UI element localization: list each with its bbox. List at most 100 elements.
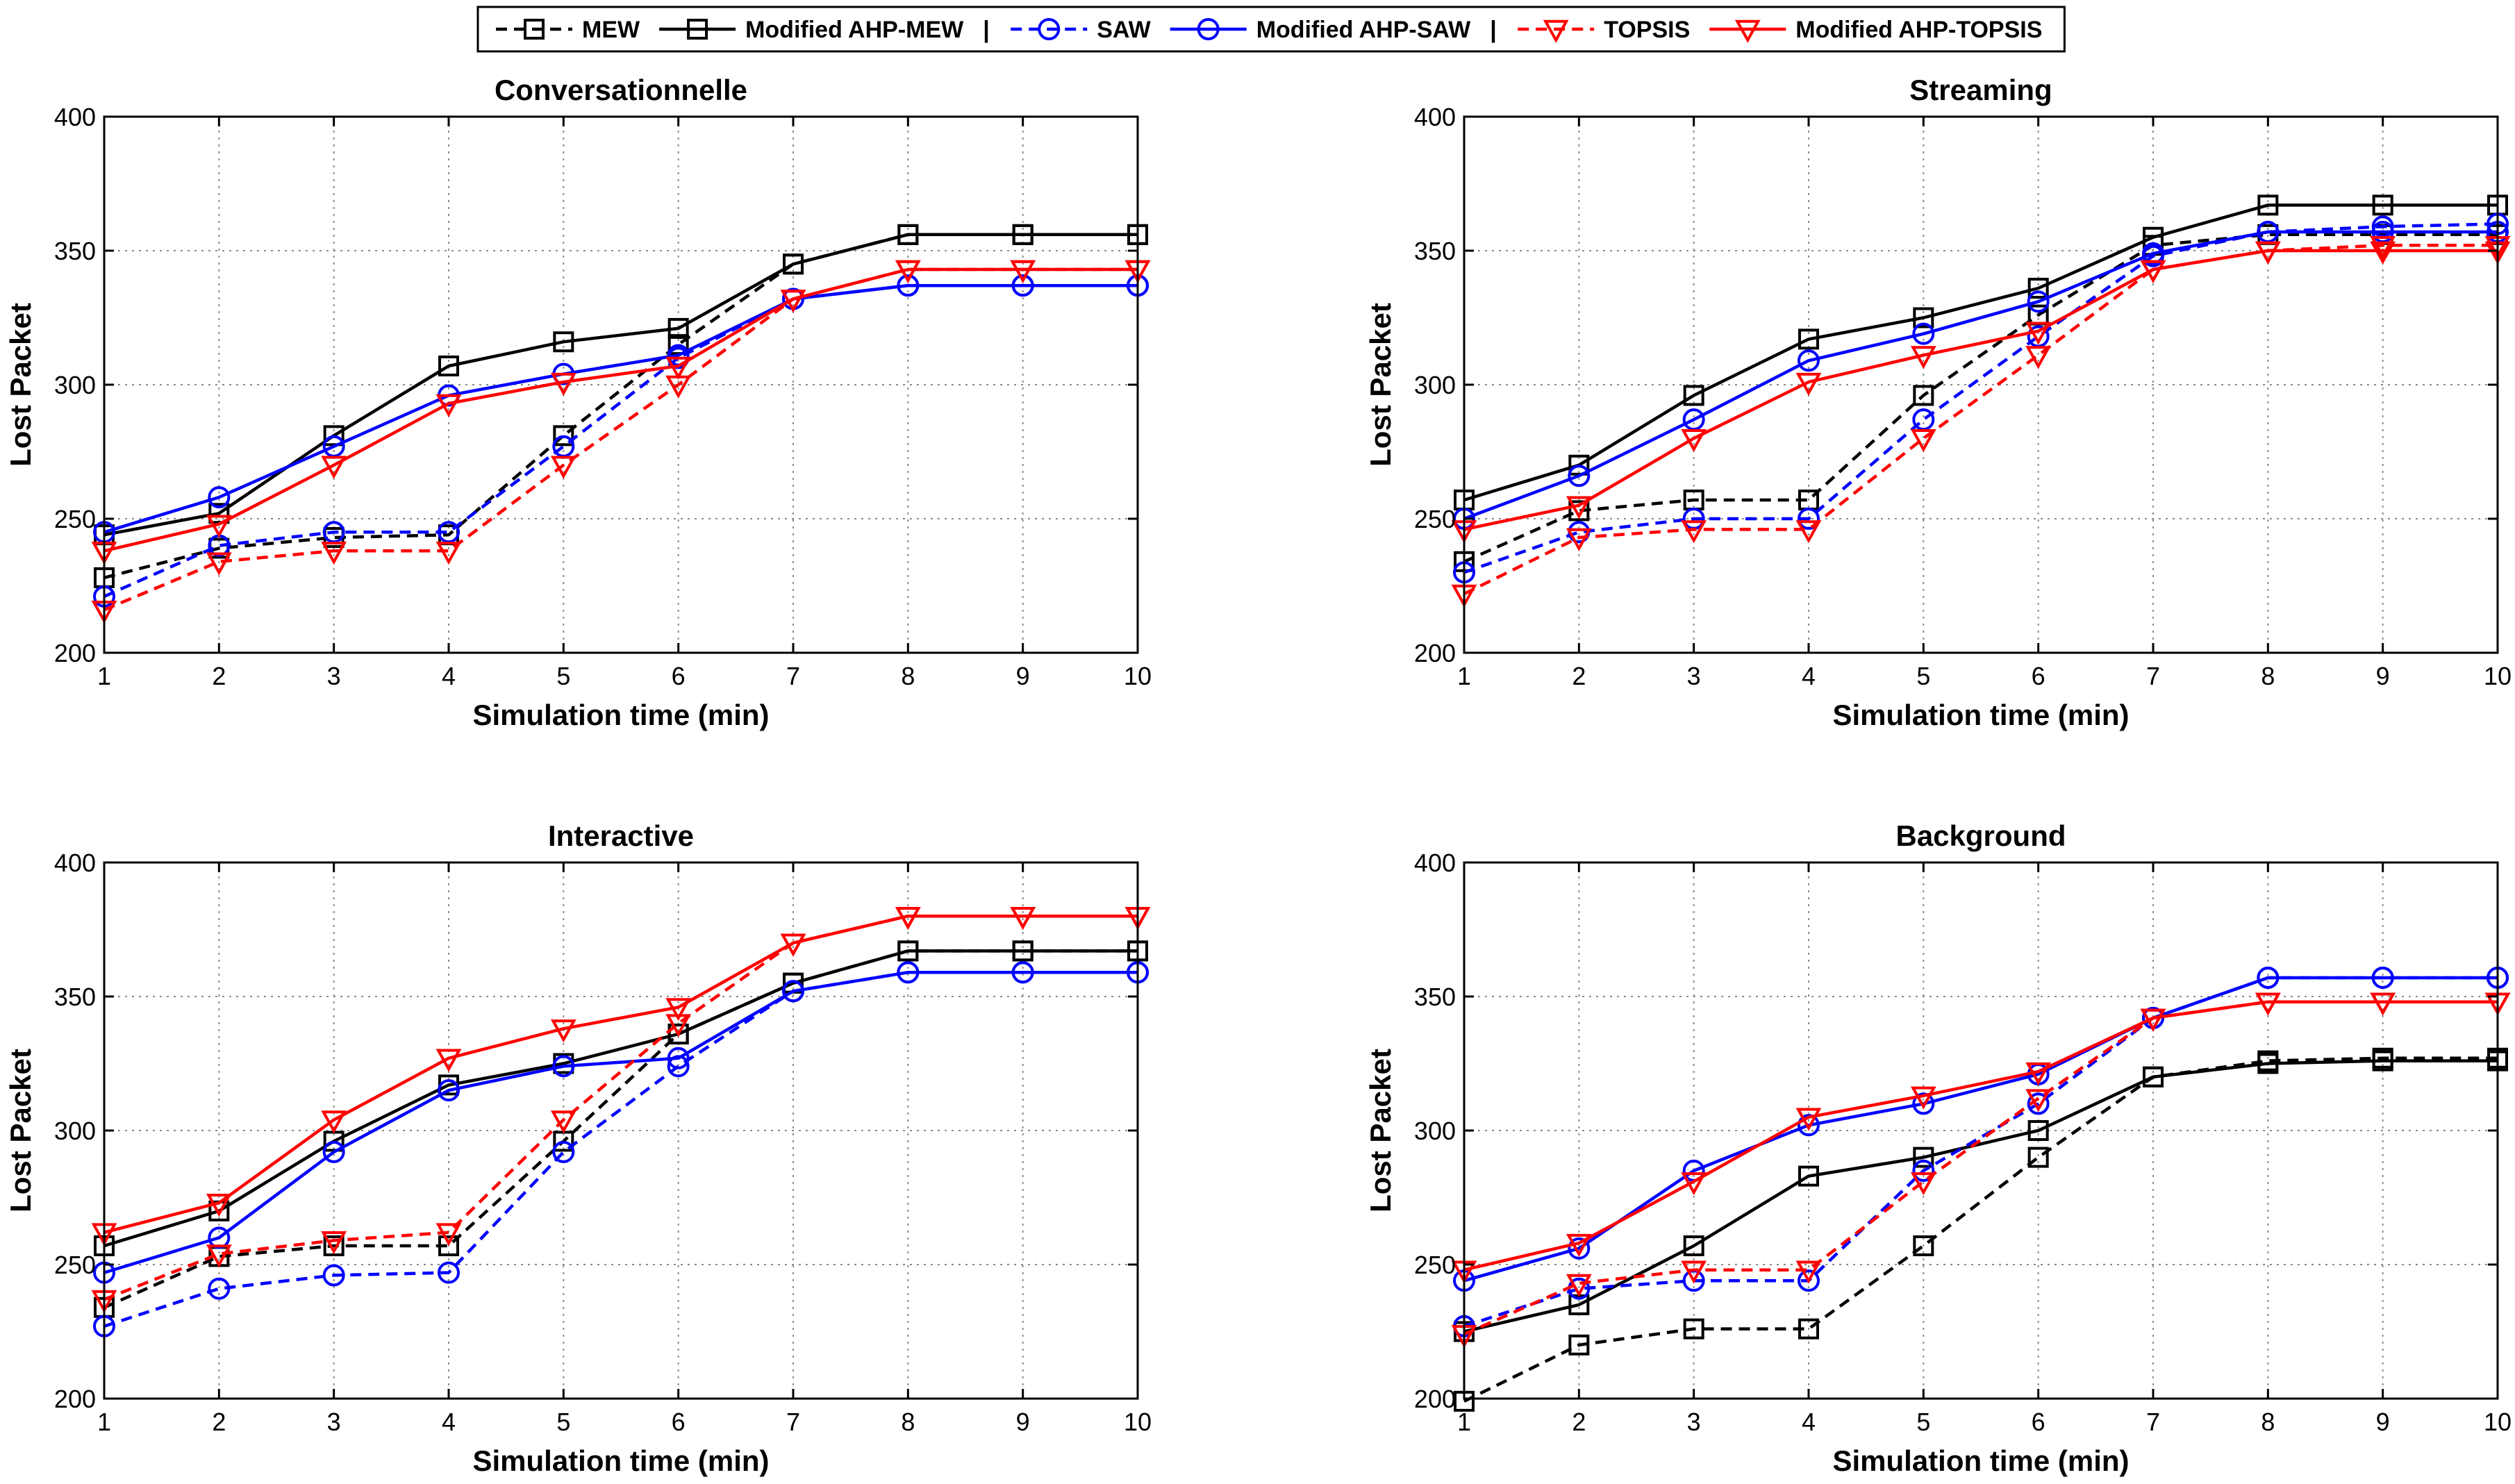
series-group [91, 906, 1151, 1337]
y-tick-label: 200 [1414, 639, 1456, 667]
x-tick-label: 8 [901, 1408, 915, 1436]
data-point [2027, 1147, 2049, 1168]
ticks: 1 2 3 4 5 6 7 8 9 10 200 250 300 350 400 [1414, 849, 2512, 1436]
y-tick-label: 300 [54, 1117, 96, 1145]
data-point [550, 456, 576, 479]
data-point [322, 1140, 345, 1163]
data-point [1798, 508, 1820, 530]
x-tick-label: 4 [442, 1408, 456, 1436]
y-tick-label: 250 [1414, 505, 1456, 533]
y-axis-label: Lost Packet [1364, 303, 1397, 467]
data-point [1011, 961, 1034, 984]
data-point [321, 456, 347, 479]
x-axis-label: Simulation time (min) [472, 1444, 769, 1477]
data-point [438, 355, 459, 376]
data-point [321, 1110, 347, 1134]
data-point [553, 331, 574, 353]
data-point [550, 1019, 576, 1043]
data-point [2140, 260, 2166, 283]
data-point [2140, 1008, 2166, 1032]
data-point [321, 1231, 347, 1255]
x-tick-label: 2 [212, 1408, 226, 1436]
legend-separator: | [983, 17, 990, 43]
data-point [1795, 1260, 1822, 1284]
y-tick-label: 200 [54, 639, 96, 667]
series-line [103, 971, 1138, 1274]
data-point [208, 1226, 231, 1249]
x-tick-label: 6 [672, 1408, 686, 1436]
series-group [91, 224, 1151, 624]
x-tick-label: 5 [556, 1408, 570, 1436]
data-point [323, 425, 345, 447]
x-tick-label: 10 [2484, 1408, 2512, 1436]
x-tick-label: 9 [2376, 662, 2390, 690]
x-tick-label: 10 [1124, 1408, 1152, 1436]
x-tick-label: 7 [2146, 1408, 2160, 1436]
x-tick-label: 1 [1457, 662, 1471, 690]
legend-separator: | [1490, 17, 1497, 43]
chart-title: Streaming [1909, 74, 2052, 106]
y-tick-label: 400 [1414, 849, 1456, 877]
data-point [550, 1110, 576, 1134]
data-point [1012, 940, 1034, 962]
data-point [897, 274, 920, 297]
data-point [2255, 241, 2281, 265]
series-line [103, 949, 1138, 1248]
legend-label: Modified AHP-SAW [1256, 17, 1471, 43]
data-point [2257, 966, 2280, 989]
data-point [1795, 372, 1822, 397]
data-point [206, 1244, 232, 1268]
data-point [1913, 1235, 1934, 1256]
legend-entry-mew: MEW [496, 17, 640, 43]
series-line [1463, 244, 2498, 596]
x-tick-label: 9 [1016, 662, 1030, 690]
data-point [2370, 241, 2396, 265]
data-point [208, 1277, 231, 1300]
data-point [435, 542, 462, 565]
data-point [2025, 1089, 2052, 1112]
data-point [1798, 1114, 1820, 1137]
chart-title: Interactive [548, 819, 694, 852]
series-modified-ahp-mew [1454, 194, 2508, 510]
data-point [1910, 1172, 1936, 1196]
series-line [1463, 222, 2498, 574]
data-point [1798, 349, 1820, 372]
data-point [1011, 274, 1034, 297]
x-tick-label: 4 [442, 662, 456, 690]
series-line [103, 233, 1138, 537]
series-group [1451, 966, 2511, 1412]
legend-marker-square [524, 19, 545, 40]
x-tick-label: 7 [786, 662, 800, 690]
data-point [667, 1024, 689, 1045]
data-point [2142, 242, 2164, 265]
data-point [206, 552, 232, 576]
y-tick-label: 350 [1414, 983, 1456, 1011]
x-tick-label: 7 [786, 1408, 800, 1436]
legend-entry-topsis: TOPSIS [1518, 17, 1690, 43]
data-point [897, 961, 920, 984]
data-point [667, 317, 689, 339]
chart-title: Conversationnelle [495, 74, 747, 106]
data-point [1681, 1172, 1707, 1196]
x-tick-label: 5 [1916, 1408, 1930, 1436]
ticks: 1 2 3 4 5 6 7 8 9 10 200 250 300 350 400 [1414, 103, 2512, 690]
plot-area [104, 117, 1138, 653]
series-line [1463, 230, 2498, 521]
y-tick-label: 300 [1414, 371, 1456, 399]
series-line [103, 914, 1138, 1234]
data-point [1913, 1147, 1934, 1168]
data-point [2257, 1053, 2279, 1074]
data-point [2027, 290, 2050, 313]
x-tick-label: 8 [2261, 1408, 2275, 1436]
y-tick-label: 400 [54, 103, 96, 131]
x-tick-label: 3 [327, 1408, 341, 1436]
x-tick-label: 3 [327, 662, 341, 690]
x-tick-label: 6 [2032, 1408, 2045, 1436]
data-point [1910, 346, 1936, 369]
x-tick-label: 4 [1802, 662, 1816, 690]
y-tick-label: 300 [1414, 1117, 1456, 1145]
legend-label: Modified AHP-TOPSIS [1795, 17, 2042, 43]
data-point [552, 1055, 575, 1078]
data-point [1913, 385, 1934, 406]
